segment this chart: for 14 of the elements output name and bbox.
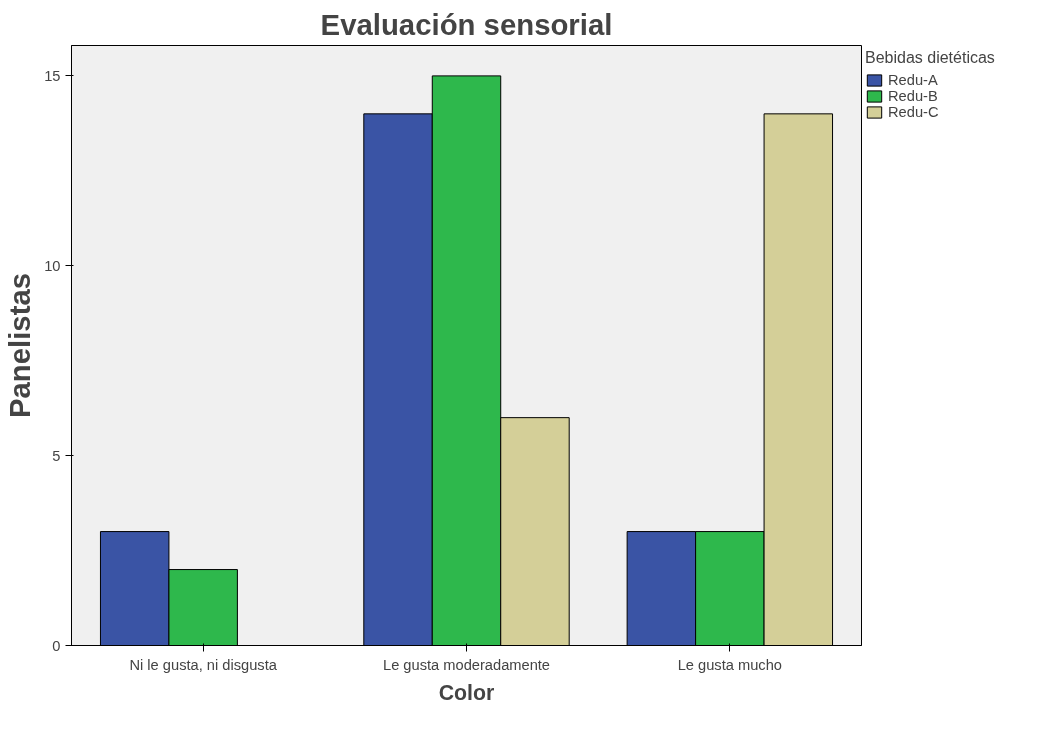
y-tick-label: 5 (52, 447, 61, 464)
y-tick-label: 15 (44, 67, 61, 84)
x-tick-label: Ni le gusta, ni disgusta (129, 656, 278, 673)
y-tick-label: 0 (52, 637, 61, 654)
x-axis-title: Color (438, 680, 495, 705)
y-tick-label: 10 (44, 257, 61, 274)
x-tick-label: Le gusta mucho (677, 656, 782, 673)
x-tick-label: Le gusta moderadamente (382, 656, 551, 673)
chart-title: Evaluación sensorial (320, 7, 613, 41)
y-axis-title: Panelistas (3, 272, 37, 419)
legend-label: Redu-C (888, 104, 939, 120)
legend-label: Redu-B (888, 88, 938, 104)
legend-label: Redu-A (888, 72, 938, 88)
legend-title: Bebidas dietéticas (865, 49, 995, 67)
